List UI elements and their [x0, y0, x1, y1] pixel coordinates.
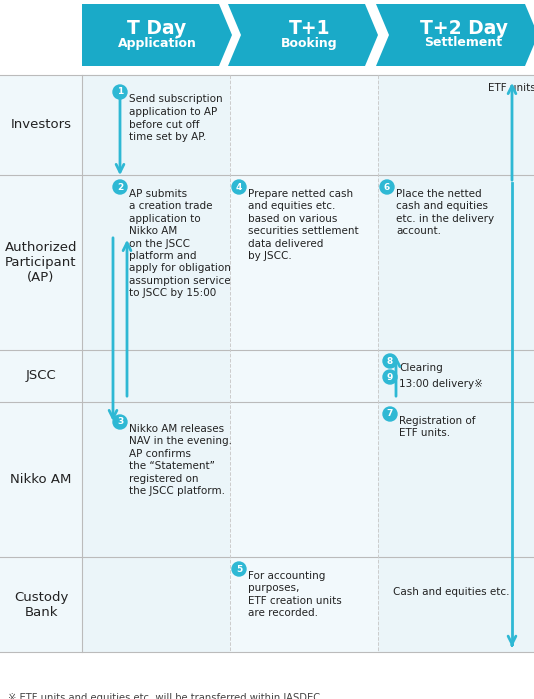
Text: T Day: T Day: [128, 18, 186, 38]
Text: Authorized
Participant
(AP): Authorized Participant (AP): [5, 241, 77, 284]
Bar: [230, 175, 378, 350]
Circle shape: [383, 354, 397, 368]
Circle shape: [232, 562, 246, 576]
Text: 5: 5: [236, 565, 242, 573]
Polygon shape: [376, 4, 534, 66]
Circle shape: [380, 180, 394, 194]
Bar: [82, 402, 230, 557]
Text: Nikko AM: Nikko AM: [10, 473, 72, 486]
Text: 6: 6: [384, 182, 390, 192]
Text: 4: 4: [236, 182, 242, 192]
Text: Custody
Bank: Custody Bank: [14, 591, 68, 619]
Bar: [82, 75, 230, 175]
Text: Prepare netted cash
and equities etc.
based on various
securities settlement
dat: Prepare netted cash and equities etc. ba…: [248, 189, 359, 261]
Circle shape: [113, 180, 127, 194]
Text: 3: 3: [117, 417, 123, 426]
Text: Send subscription
application to AP
before cut off
time set by AP.: Send subscription application to AP befo…: [129, 94, 223, 143]
Text: 1: 1: [117, 87, 123, 96]
Circle shape: [113, 85, 127, 99]
Bar: [82, 557, 230, 652]
Bar: [230, 75, 378, 175]
Text: Cash and equities etc.: Cash and equities etc.: [393, 587, 509, 597]
Circle shape: [383, 407, 397, 421]
Bar: [378, 402, 534, 557]
Text: For accounting
purposes,
ETF creation units
are recorded.: For accounting purposes, ETF creation un…: [248, 571, 342, 618]
Bar: [230, 402, 378, 557]
Text: Nikko AM releases
NAV in the evening.
AP confirms
the “Statement”
registered on
: Nikko AM releases NAV in the evening. AP…: [129, 424, 232, 496]
Text: 13:00 delivery※: 13:00 delivery※: [399, 379, 483, 389]
Bar: [378, 175, 534, 350]
Circle shape: [113, 415, 127, 429]
Text: 8: 8: [387, 356, 393, 366]
Circle shape: [383, 370, 397, 384]
Text: Registration of
ETF units.: Registration of ETF units.: [399, 416, 475, 438]
Bar: [0, 350, 82, 402]
Polygon shape: [228, 4, 378, 66]
Bar: [378, 557, 534, 652]
Text: 7: 7: [387, 410, 393, 419]
Bar: [230, 350, 378, 402]
Bar: [0, 75, 82, 175]
Text: Place the netted
cash and equities
etc. in the delivery
account.: Place the netted cash and equities etc. …: [396, 189, 494, 236]
Bar: [378, 350, 534, 402]
Bar: [0, 557, 82, 652]
Text: Booking: Booking: [281, 36, 338, 50]
Text: AP submits
a creation trade
application to
Nikko AM
on the JSCC
platform and
app: AP submits a creation trade application …: [129, 189, 231, 298]
Text: Settlement: Settlement: [425, 36, 502, 50]
Text: Clearing: Clearing: [399, 363, 443, 373]
Bar: [82, 175, 230, 350]
Circle shape: [232, 180, 246, 194]
Text: JSCC: JSCC: [26, 370, 57, 382]
Bar: [378, 75, 534, 175]
Text: Investors: Investors: [11, 119, 72, 131]
Text: 9: 9: [387, 373, 393, 382]
Text: T+2 Day: T+2 Day: [420, 18, 507, 38]
Text: ETF units: ETF units: [488, 83, 534, 93]
Text: 2: 2: [117, 182, 123, 192]
Bar: [230, 557, 378, 652]
Text: Application: Application: [117, 36, 197, 50]
Bar: [82, 350, 230, 402]
Text: T+1: T+1: [289, 18, 330, 38]
Text: ※ ETF units and equities etc. will be transferred within JASDEC.: ※ ETF units and equities etc. will be tr…: [8, 693, 324, 699]
Polygon shape: [82, 4, 232, 66]
Bar: [0, 175, 82, 350]
Bar: [0, 402, 82, 557]
